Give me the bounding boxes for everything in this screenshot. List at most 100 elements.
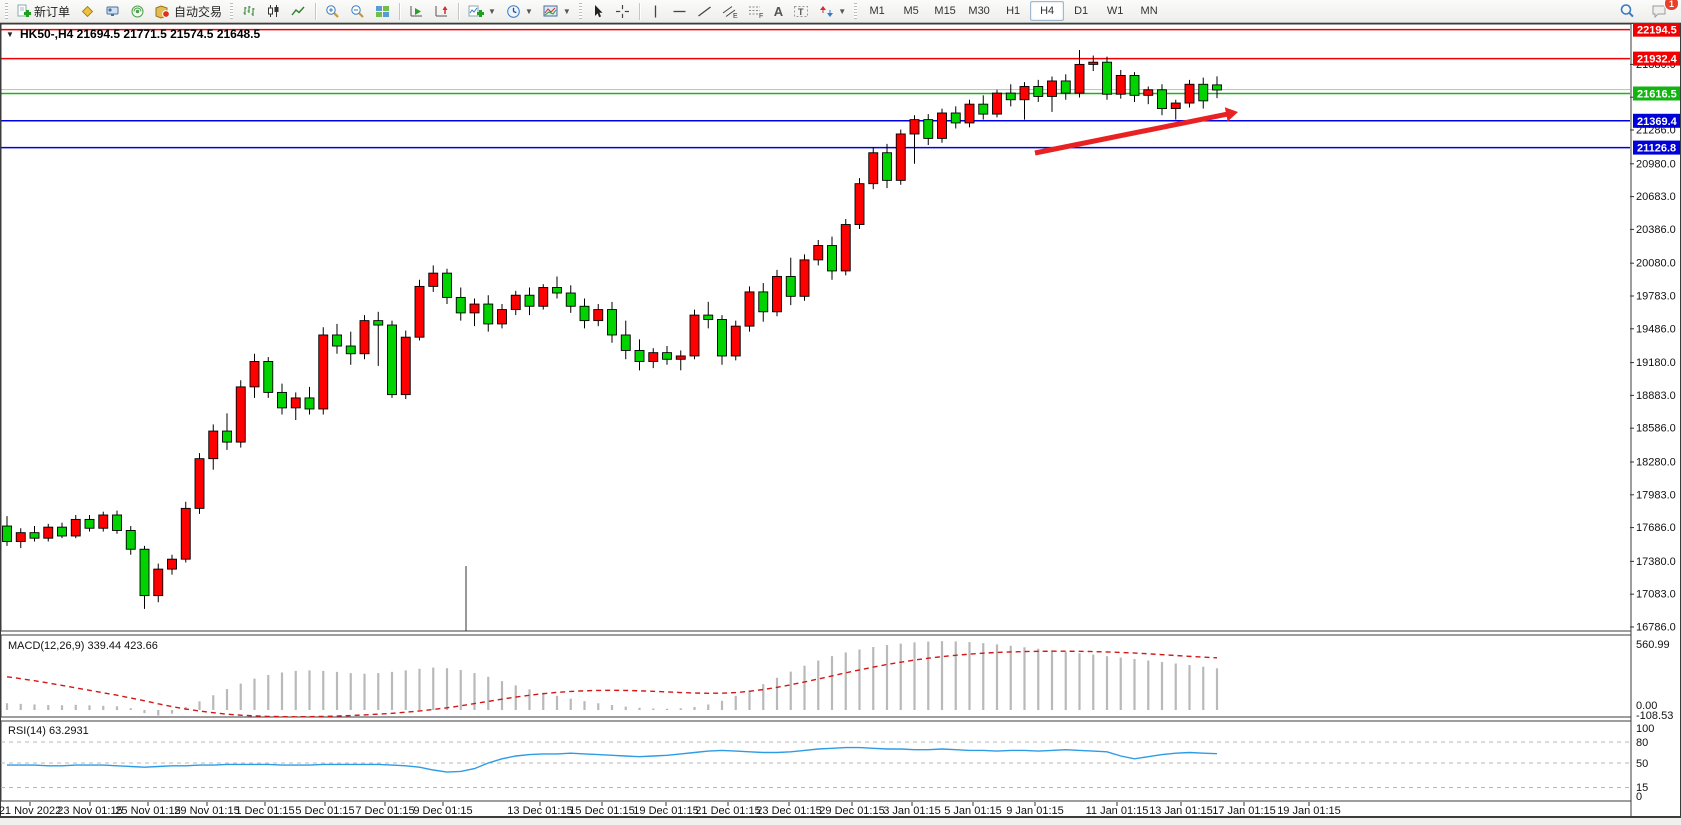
toolbar-grip[interactable] xyxy=(578,3,582,19)
candlestick-chart-button[interactable] xyxy=(261,0,286,22)
auto-scroll-button[interactable] xyxy=(404,0,429,22)
toolbar-grip[interactable] xyxy=(230,3,234,19)
candle xyxy=(249,353,260,398)
candle-body xyxy=(1212,84,1222,91)
text-label-tool[interactable]: T xyxy=(788,0,814,22)
candle xyxy=(717,315,727,365)
text-tool[interactable]: A xyxy=(769,0,788,22)
candle-body xyxy=(524,294,535,307)
candle-body xyxy=(1170,102,1181,110)
market-watch-button[interactable] xyxy=(75,0,100,22)
candle xyxy=(579,298,590,329)
candle xyxy=(799,254,810,301)
candle xyxy=(964,99,975,128)
indicators-icon xyxy=(468,4,485,19)
search-button[interactable] xyxy=(1614,0,1640,22)
new-order-button[interactable]: 新订单 xyxy=(11,0,75,22)
candle-body xyxy=(730,325,741,357)
timeframe-m30[interactable]: M30 xyxy=(968,5,990,17)
timeframe-m5[interactable]: M5 xyxy=(903,5,919,17)
candle-body xyxy=(387,324,397,396)
toolbar-grip[interactable] xyxy=(5,3,8,19)
candle-body xyxy=(15,532,26,542)
templates-button[interactable]: ▼ xyxy=(538,0,576,22)
price-tick-label: 20386.0 xyxy=(1636,224,1676,236)
timeframe-h4[interactable]: H4 xyxy=(1030,1,1065,21)
navigator-button[interactable] xyxy=(100,0,125,22)
toolbar-grip[interactable] xyxy=(854,3,858,19)
zoom-in-button[interactable] xyxy=(320,0,345,22)
price-tick-label: 17380.0 xyxy=(1636,556,1676,568)
candle xyxy=(813,239,824,266)
horizontal-line-tool[interactable] xyxy=(667,0,692,22)
crosshair-icon xyxy=(615,4,630,19)
timeframe-mn[interactable]: MN xyxy=(1140,5,1158,17)
vertical-line-tool[interactable] xyxy=(644,0,667,22)
candle xyxy=(277,383,287,415)
candle-body xyxy=(964,103,975,124)
date-tick-label: 29 Dec 01:15 xyxy=(819,805,884,817)
chat-button[interactable]: 1 xyxy=(1646,0,1679,22)
zoom-out-icon xyxy=(350,4,365,19)
price-axis: 21880.021583.021286.020980.020683.020386… xyxy=(1630,59,1676,633)
timeframe-w1[interactable]: W1 xyxy=(1106,5,1124,17)
indicators-button[interactable]: ▼ xyxy=(463,0,501,22)
candle xyxy=(359,315,370,360)
candle-body xyxy=(648,352,659,362)
candle-body xyxy=(689,314,700,357)
candle-body xyxy=(978,103,989,115)
terminal-button[interactable] xyxy=(125,0,150,22)
candle xyxy=(662,346,672,365)
candle xyxy=(139,545,150,609)
candle xyxy=(1170,99,1181,120)
candle xyxy=(675,350,686,371)
zoom-out-button[interactable] xyxy=(345,0,370,22)
macd-axis-max: 560.99 xyxy=(1636,639,1670,651)
horizontal-line-icon xyxy=(672,4,687,19)
price-tick-label: 16786.0 xyxy=(1636,621,1676,633)
candle xyxy=(689,309,700,360)
line-chart-button[interactable] xyxy=(286,0,311,22)
candle-body xyxy=(593,309,604,322)
macd-panel xyxy=(1,635,1631,717)
candle xyxy=(483,295,494,332)
candle-body xyxy=(662,352,672,360)
date-tick-label: 23 Nov 01:15 xyxy=(57,805,122,817)
price-line-label: 22194.5 xyxy=(1633,22,1680,37)
date-tick-label: 7 Dec 01:15 xyxy=(355,805,414,817)
candle xyxy=(15,528,26,549)
candle-body xyxy=(552,287,562,294)
candle xyxy=(538,284,549,310)
candle xyxy=(593,304,604,327)
trendline-tool[interactable] xyxy=(692,0,717,22)
candle-body xyxy=(923,119,934,139)
timeframe-d1[interactable]: D1 xyxy=(1074,5,1089,17)
timeframe-m15[interactable]: M15 xyxy=(934,5,956,17)
timeframe-m1[interactable]: M1 xyxy=(869,5,885,17)
crosshair-button[interactable] xyxy=(610,0,635,22)
candle-body xyxy=(620,334,631,351)
arrows-tool[interactable]: ▼ xyxy=(814,0,851,22)
price-tick-label: 19783.0 xyxy=(1636,290,1676,302)
chart-shift-button[interactable] xyxy=(429,0,454,22)
autotrading-button[interactable]: 自动交易 xyxy=(150,0,227,22)
bar-chart-button[interactable] xyxy=(236,0,261,22)
candle xyxy=(510,290,521,316)
tile-windows-button[interactable] xyxy=(370,0,395,22)
candle xyxy=(730,320,741,361)
candle xyxy=(469,298,480,327)
candle-body xyxy=(1157,89,1167,110)
candle-body xyxy=(1033,86,1044,97)
timeframe-h1[interactable]: H1 xyxy=(1006,5,1021,17)
cursor-button[interactable] xyxy=(585,0,610,22)
fibonacci-tool[interactable]: F xyxy=(743,0,769,22)
equidistant-channel-tool[interactable]: E xyxy=(717,0,743,22)
candle-body xyxy=(895,133,906,181)
periods-button[interactable]: ▼ xyxy=(501,0,538,22)
fibonacci-icon: F xyxy=(748,4,764,19)
date-tick-label: 15 Dec 01:15 xyxy=(569,805,634,817)
trend-arrow[interactable] xyxy=(1034,107,1238,156)
